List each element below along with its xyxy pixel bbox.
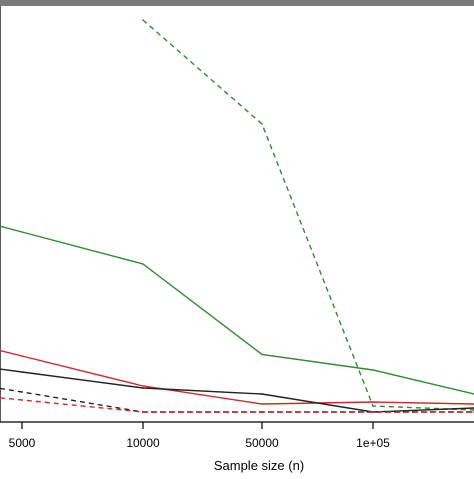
data-point [261, 393, 263, 395]
data-point [261, 123, 263, 125]
data-point [21, 371, 23, 373]
data-point [142, 411, 144, 413]
x-axis [0, 6, 474, 423]
series-line-3 [0, 368, 474, 413]
x-tick-label: 10000 [126, 436, 160, 450]
top-border-band [0, 0, 474, 6]
x-ticks: 5000 10000 50000 1e+05 [9, 422, 390, 450]
x-tick-label: 1e+05 [356, 436, 390, 450]
data-point [261, 403, 263, 405]
data-point [372, 411, 374, 413]
series-line-5 [0, 397, 474, 413]
data-point [21, 355, 23, 357]
data-point [21, 231, 23, 233]
x-tick-label: 5000 [9, 436, 36, 450]
data-point [261, 353, 263, 356]
series-line-0 [142, 19, 474, 411]
data-point [372, 401, 374, 403]
data-point [372, 369, 374, 371]
data-point [142, 263, 144, 265]
data-point [261, 411, 263, 413]
data-point [21, 391, 23, 393]
series-line-1 [0, 225, 474, 395]
series-lines [0, 19, 474, 413]
x-tick-label: 50000 [245, 436, 279, 450]
data-point [142, 385, 144, 387]
x-axis-label: Sample size (n) [214, 458, 304, 473]
data-point [21, 399, 23, 401]
series-line-2 [0, 349, 474, 405]
data-point [372, 405, 374, 407]
data-point [142, 19, 144, 21]
data-point [142, 387, 144, 389]
